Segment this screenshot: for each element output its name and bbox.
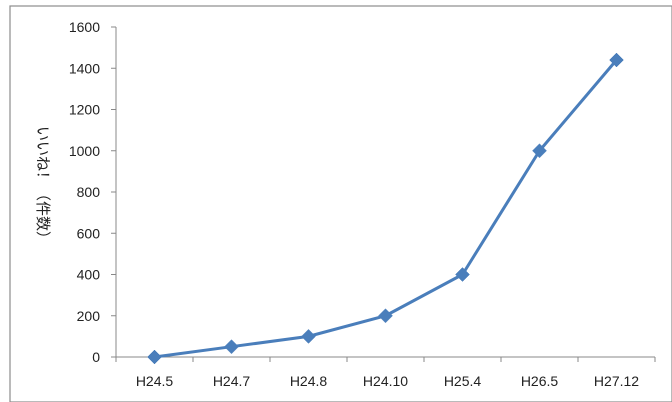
x-tick-label: H25.4	[444, 373, 482, 389]
x-tick-label: H26.5	[521, 373, 559, 389]
y-tick-label: 200	[77, 308, 101, 324]
axes	[111, 26, 656, 362]
x-tick-label: H24.5	[136, 373, 174, 389]
y-tick-label: 1400	[69, 60, 100, 76]
y-tick-label: 600	[77, 225, 101, 241]
y-tick-label: 1200	[69, 102, 100, 118]
x-tick-labels: H24.5 H24.7 H24.8 H24.10 H25.4 H26.5 H27.12	[136, 373, 639, 389]
x-tick-label: H27.12	[594, 373, 639, 389]
x-tick-label: H24.7	[213, 373, 251, 389]
y-tick-labels: 0 200 400 600 800 1000 1200 1400 1600	[69, 19, 100, 365]
y-tick-label: 1600	[69, 19, 100, 35]
data-point-marker	[532, 143, 547, 159]
data-point-marker	[224, 339, 239, 355]
data-point-marker	[301, 329, 316, 344]
data-point-marker	[147, 349, 162, 365]
x-tick-label: H24.8	[290, 373, 328, 389]
data-point-marker	[455, 267, 470, 282]
x-tick-label: H24.10	[363, 373, 408, 389]
y-tick-label: 400	[77, 267, 101, 283]
data-point-marker	[378, 308, 393, 324]
data-point-marker	[609, 52, 624, 68]
y-tick-label: 0	[92, 349, 100, 365]
y-tick-label: 800	[77, 184, 101, 200]
chart-border	[9, 5, 672, 402]
series-group	[147, 52, 624, 365]
y-axis-label: いいね！（件数）	[34, 126, 52, 246]
y-tick-label: 1000	[69, 143, 100, 159]
